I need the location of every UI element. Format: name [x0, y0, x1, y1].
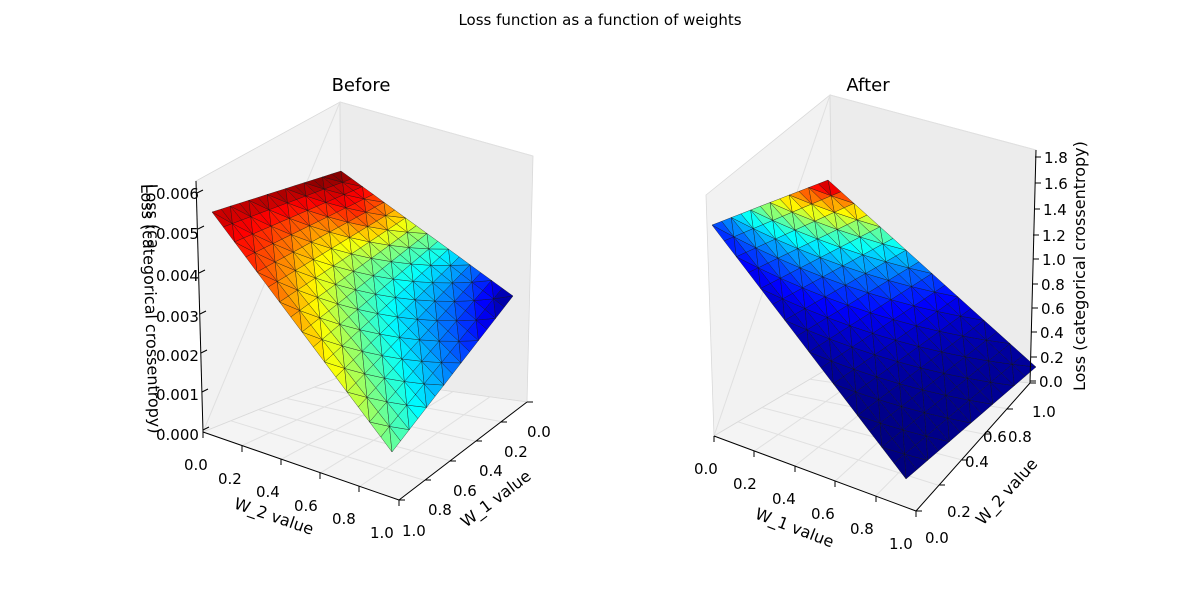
- after-x-tick-label: 0.0: [694, 460, 718, 478]
- before-z-tick: [196, 189, 204, 194]
- before-x-axis-line: [202, 431, 400, 501]
- after-x-tick-label: 1.0: [889, 535, 913, 553]
- after-x-tick-label: 0.6: [811, 505, 835, 523]
- before-gridline: [359, 396, 491, 487]
- before-gridline: [339, 101, 534, 157]
- after-axes: After 0.0 0.2 0.4 0.6 0.8 1.0 1.2: [694, 75, 1089, 553]
- after-surface: [711, 179, 1037, 480]
- before-axes: Before 0.000 0.001 0.002 0.003 0.004 0.0…: [137, 75, 551, 542]
- before-z-tick: [201, 388, 209, 393]
- after-x-ticks: 0.0 0.2 0.4 0.6 0.8 1.0: [694, 436, 917, 553]
- before-z-tick-label: 0.005: [156, 225, 199, 243]
- after-y-tick-label: 0.4: [965, 453, 989, 471]
- before-surface-facet: [493, 288, 514, 299]
- after-surface-facet: [882, 238, 907, 251]
- before-y-tick-label: 0.8: [428, 501, 452, 519]
- after-z-ticks: 0.0 0.2 0.4 0.6 0.8 1.0 1.2 1.4 1.6 1.8: [1030, 149, 1068, 391]
- after-z-tick-label: 1.0: [1042, 251, 1066, 269]
- after-y-ticks: 0.0 0.2 0.4 0.6 0.8 1.0: [916, 382, 1056, 547]
- before-y-tick-label: 0.6: [453, 482, 477, 500]
- before-surface-facet: [428, 241, 449, 250]
- after-z-tick-label: 1.4: [1043, 201, 1067, 219]
- before-z-tick: [197, 225, 205, 230]
- before-x-tick-label: 0.6: [294, 497, 318, 515]
- after-z-tick-label: 1.2: [1042, 227, 1066, 245]
- after-y-tick-label: 0.2: [947, 503, 971, 521]
- figure-suptitle: Loss function as a function of weights: [458, 11, 741, 29]
- before-z-tick: [198, 269, 206, 274]
- after-x-tick-label: 0.4: [772, 490, 796, 508]
- before-z-tick-label: 0.000: [156, 426, 199, 444]
- before-z-tick: [199, 310, 207, 315]
- after-y-tick-label: 0.8: [1008, 428, 1032, 446]
- after-surface-facet: [831, 191, 855, 204]
- before-y-tick-label: 0.4: [479, 462, 503, 480]
- before-surface-facet: [450, 256, 471, 266]
- after-y-axis-line: [915, 382, 1031, 512]
- before-z-axis-line: [195, 180, 204, 433]
- before-z-ticks: 0.000 0.001 0.002 0.003 0.004 0.005 0.00…: [156, 185, 210, 444]
- before-surface-facet: [363, 194, 385, 203]
- after-z-tick-label: 0.0: [1039, 373, 1063, 391]
- after-z-axis-label: Loss (categorical crossentropy): [1070, 141, 1089, 391]
- before-y-axis-line: [398, 401, 528, 501]
- after-z-tick-label: 0.2: [1040, 349, 1064, 367]
- after-surface-facet: [986, 331, 1011, 344]
- before-surface-facet: [385, 209, 406, 219]
- after-y-tick-label: 0.6: [983, 428, 1007, 446]
- before-surface-facet: [471, 272, 492, 283]
- before-surface-facet: [407, 225, 428, 234]
- before-x-tick-label: 0.0: [184, 456, 208, 474]
- before-z-tick-label: 0.003: [156, 308, 199, 326]
- after-x-tick-label: 0.2: [733, 475, 757, 493]
- before-z-tick: [202, 426, 210, 431]
- after-x-axis-line: [713, 435, 917, 512]
- before-x-tick-label: 1.0: [370, 524, 394, 542]
- before-y-tick-label: 0.2: [504, 443, 528, 461]
- before-z-tick: [200, 349, 208, 354]
- after-surface-facet: [960, 308, 985, 321]
- after-y-tick-label: 0.0: [925, 529, 949, 547]
- before-title: Before: [332, 75, 391, 96]
- after-z-tick-label: 1.6: [1044, 175, 1068, 193]
- after-x-tick-label: 0.8: [850, 520, 874, 538]
- after-z-tick-label: 0.6: [1041, 300, 1065, 318]
- before-z-tick-label: 0.002: [156, 347, 199, 365]
- after-surface-facet: [908, 261, 933, 274]
- after-y-tick-label: 1.0: [1032, 403, 1056, 421]
- before-surface: [211, 170, 514, 453]
- before-x-tick-label: 0.8: [332, 510, 356, 528]
- after-z-tick-label: 0.4: [1040, 324, 1064, 342]
- before-z-tick-label: 0.004: [156, 267, 199, 285]
- before-y-tick-label: 0.0: [527, 423, 551, 441]
- before-x-tick-label: 0.4: [256, 483, 280, 501]
- before-x-ticks: 0.0 0.2 0.4 0.6 0.8 1.0: [184, 432, 400, 542]
- after-surface-facet: [934, 285, 959, 298]
- after-z-axis-line: [1029, 149, 1037, 384]
- after-surface-facet: [856, 214, 881, 227]
- before-y-tick-label: 1.0: [402, 522, 426, 540]
- after-z-tick-label: 1.8: [1044, 149, 1068, 167]
- before-z-tick-label: 0.001: [156, 386, 199, 404]
- before-gridline: [230, 420, 425, 481]
- before-y-ticks: 0.0 0.2 0.4 0.6 0.8 1.0: [399, 401, 551, 540]
- before-surface-facet: [342, 178, 363, 187]
- before-z-axis-label-overlap: Loss (ca: [142, 183, 163, 249]
- after-gridline: [829, 94, 1037, 151]
- after-z-tick-label: 0.8: [1041, 276, 1065, 294]
- after-title: After: [846, 75, 890, 96]
- before-z-tick-label: 0.006: [156, 185, 199, 203]
- before-x-tick-label: 0.2: [218, 470, 242, 488]
- before-gridline: [258, 409, 451, 462]
